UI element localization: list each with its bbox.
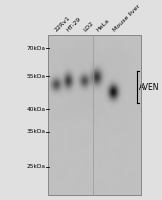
Text: HT-29: HT-29 [66,17,82,33]
Text: Mouse liver: Mouse liver [112,4,141,33]
Bar [48,35,141,195]
Text: 55kDa: 55kDa [27,74,46,79]
Text: 22Rv1: 22Rv1 [54,15,72,33]
Text: 35kDa: 35kDa [27,129,46,134]
Text: AVEN: AVEN [139,83,159,92]
Text: LO2: LO2 [82,21,95,33]
Text: HeLa: HeLa [95,18,110,33]
Text: 40kDa: 40kDa [27,107,46,112]
Bar [48,35,141,195]
Text: 70kDa: 70kDa [27,46,46,51]
Text: 25kDa: 25kDa [27,164,46,169]
